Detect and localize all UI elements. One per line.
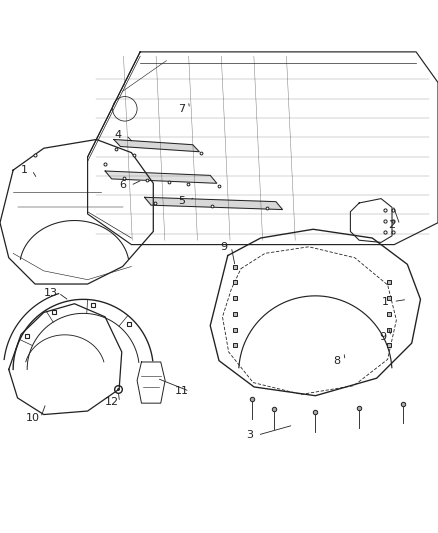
Text: 1: 1 — [21, 165, 28, 175]
Text: 13: 13 — [43, 288, 57, 298]
Polygon shape — [145, 197, 283, 209]
Text: 7: 7 — [178, 104, 185, 114]
Text: 8: 8 — [334, 356, 341, 366]
Text: 5: 5 — [178, 196, 185, 206]
Polygon shape — [105, 171, 217, 183]
Text: 2: 2 — [389, 220, 396, 230]
Text: 9: 9 — [220, 242, 227, 252]
Polygon shape — [114, 140, 199, 152]
Text: 11: 11 — [175, 386, 189, 397]
Text: 12: 12 — [105, 397, 119, 407]
Text: 6: 6 — [119, 181, 126, 190]
Text: 10: 10 — [26, 413, 40, 423]
Text: 4: 4 — [115, 130, 122, 140]
Text: 9: 9 — [380, 332, 387, 342]
Text: 3: 3 — [246, 430, 253, 440]
Text: 1: 1 — [382, 296, 389, 306]
